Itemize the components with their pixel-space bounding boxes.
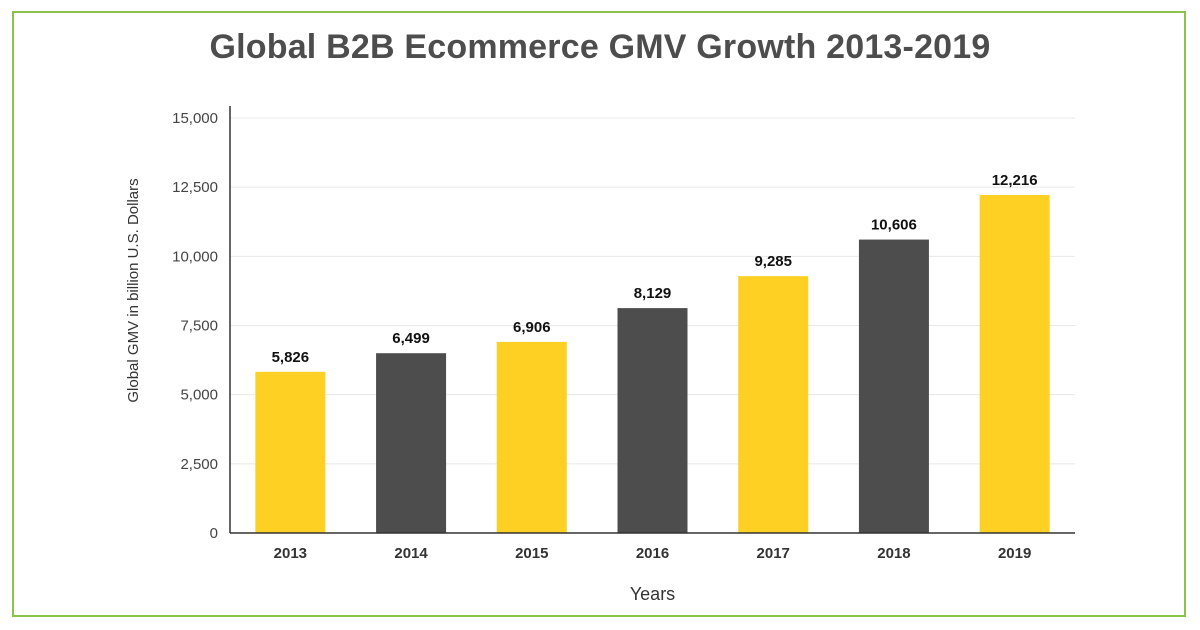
bar-2015 [496, 341, 567, 533]
x-axis-title: Years [630, 584, 675, 604]
data-label: 9,285 [754, 253, 792, 270]
data-label: 6,499 [392, 330, 430, 347]
x-tick-label: 2013 [274, 545, 307, 562]
grid-lines [230, 117, 1075, 465]
bar-2013 [255, 371, 326, 533]
x-tick-label: 2016 [636, 545, 669, 562]
data-label: 12,216 [992, 172, 1038, 189]
bar-2014 [376, 353, 447, 533]
y-tick-label: 2,500 [180, 456, 218, 473]
y-tick-label: 5,000 [180, 387, 218, 404]
x-tick-label: 2017 [757, 545, 790, 562]
y-tick-label: 12,500 [172, 179, 218, 196]
data-label: 10,606 [871, 217, 917, 234]
y-tick-label: 7,500 [180, 318, 218, 335]
bars [255, 195, 1050, 534]
y-axis-title: Global GMV in billion U.S. Dollars [125, 178, 142, 402]
x-tick-label: 2015 [515, 545, 548, 562]
x-tick-labels: 2013 2014 2015 2016 2017 2018 2019 [274, 545, 1032, 562]
y-tick-labels: 0 2,500 5,000 7,500 10,000 12,500 15,000 [172, 110, 218, 542]
x-tick-label: 2018 [877, 545, 910, 562]
y-tick-label: 0 [210, 525, 218, 542]
data-labels: 5,826 6,499 6,906 8,129 9,285 10,606 12,216 [272, 172, 1038, 366]
chart-title: Global B2B Ecommerce GMV Growth 2013-201… [209, 28, 991, 66]
axes [229, 106, 1075, 534]
data-label: 5,826 [272, 349, 310, 366]
y-tick-label: 15,000 [172, 110, 218, 127]
chart-frame [12, 11, 1186, 617]
bar-2016 [617, 308, 688, 533]
x-tick-label: 2019 [998, 545, 1031, 562]
data-label: 6,906 [513, 319, 551, 336]
bar-2017 [738, 276, 809, 533]
x-tick-label: 2014 [394, 545, 428, 562]
data-label: 8,129 [634, 285, 672, 302]
bar-2018 [858, 239, 929, 534]
bar-2019 [979, 195, 1050, 534]
y-tick-label: 10,000 [172, 248, 218, 265]
